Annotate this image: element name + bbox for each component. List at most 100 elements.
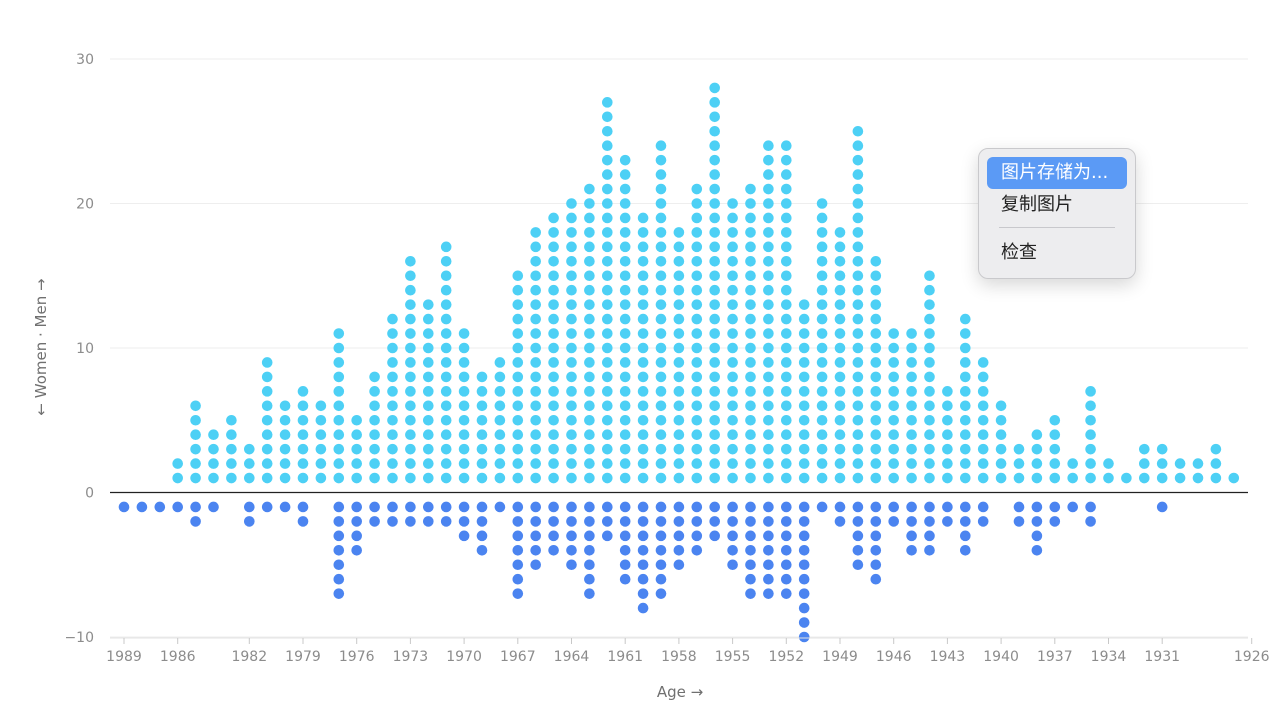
data-point [942, 414, 953, 426]
data-point [423, 386, 434, 397]
data-point [530, 241, 541, 253]
data-point [906, 472, 917, 484]
data-point [852, 328, 864, 339]
data-point [834, 400, 846, 412]
data-point [261, 357, 273, 368]
data-point [1031, 472, 1043, 484]
data-point [494, 357, 506, 368]
data-point [619, 573, 631, 585]
data-point [709, 227, 720, 238]
data-point [870, 328, 882, 339]
data-point [870, 559, 882, 571]
data-point [727, 357, 738, 368]
data-point [1085, 414, 1096, 426]
x-tick-label: 1926 [1234, 649, 1270, 665]
data-point [655, 458, 667, 469]
data-point [261, 458, 273, 469]
data-point [190, 516, 201, 527]
data-point [673, 357, 685, 368]
data-point [584, 183, 595, 195]
x-tick-label: 1958 [661, 649, 697, 665]
data-point [315, 472, 327, 484]
data-point [1156, 443, 1168, 455]
data-point [727, 530, 738, 542]
data-point [709, 111, 720, 123]
data-point [709, 328, 720, 339]
data-point [512, 516, 524, 527]
data-point [709, 429, 720, 441]
data-point [709, 414, 720, 426]
data-point [691, 357, 703, 368]
data-point [960, 414, 971, 426]
data-point [655, 284, 667, 296]
data-point [423, 414, 434, 426]
data-point [566, 400, 577, 412]
data-point [387, 313, 398, 325]
data-point [566, 255, 577, 267]
data-point [852, 198, 864, 209]
data-point [530, 501, 541, 513]
data-point [816, 284, 828, 296]
data-point [816, 328, 828, 339]
data-point [781, 472, 792, 484]
data-point [333, 559, 345, 571]
data-point [602, 241, 613, 253]
data-point [745, 212, 756, 224]
data-point [834, 270, 846, 282]
data-point [798, 559, 810, 571]
data-point [584, 198, 595, 209]
data-point [852, 458, 864, 469]
data-point [512, 573, 524, 585]
data-point [852, 516, 864, 527]
data-point [924, 429, 935, 441]
data-point [1067, 472, 1078, 484]
data-point [798, 545, 810, 556]
data-point [369, 501, 380, 513]
data-point [440, 429, 452, 441]
data-point [440, 342, 452, 354]
data-point [619, 255, 631, 267]
data-point [834, 255, 846, 267]
data-point [584, 429, 595, 441]
data-point [924, 386, 935, 397]
data-point [279, 458, 291, 469]
data-point [727, 458, 738, 469]
data-point [494, 472, 506, 484]
data-point [566, 530, 577, 542]
data-point [190, 414, 201, 426]
data-point [369, 386, 380, 397]
data-point [673, 386, 685, 397]
data-point [834, 357, 846, 368]
data-point [870, 400, 882, 412]
data-point [709, 284, 720, 296]
data-point [476, 429, 488, 441]
data-point [1156, 501, 1168, 513]
data-point [816, 371, 828, 383]
data-point [548, 501, 559, 513]
data-point [906, 400, 917, 412]
data-point [655, 227, 667, 238]
menu-item-copy-image[interactable]: 复制图片 [1001, 194, 1073, 215]
data-point [351, 429, 363, 441]
data-point [870, 386, 882, 397]
data-point [619, 530, 631, 542]
data-point [816, 270, 828, 282]
data-point [584, 255, 595, 267]
data-point [602, 313, 613, 325]
data-point [566, 212, 577, 224]
menu-item-save-image[interactable]: 图片存储为... [987, 157, 1127, 189]
menu-item-inspect[interactable]: 检查 [1001, 242, 1037, 263]
data-point [637, 545, 649, 556]
data-point [387, 386, 398, 397]
data-point [745, 501, 756, 513]
data-point [888, 400, 899, 412]
data-point [977, 400, 989, 412]
data-point [852, 400, 864, 412]
data-point [476, 516, 488, 527]
data-point [602, 299, 613, 310]
data-point [423, 443, 434, 455]
data-point [763, 357, 774, 368]
data-point [190, 443, 201, 455]
data-point [584, 241, 595, 253]
data-point [655, 299, 667, 310]
